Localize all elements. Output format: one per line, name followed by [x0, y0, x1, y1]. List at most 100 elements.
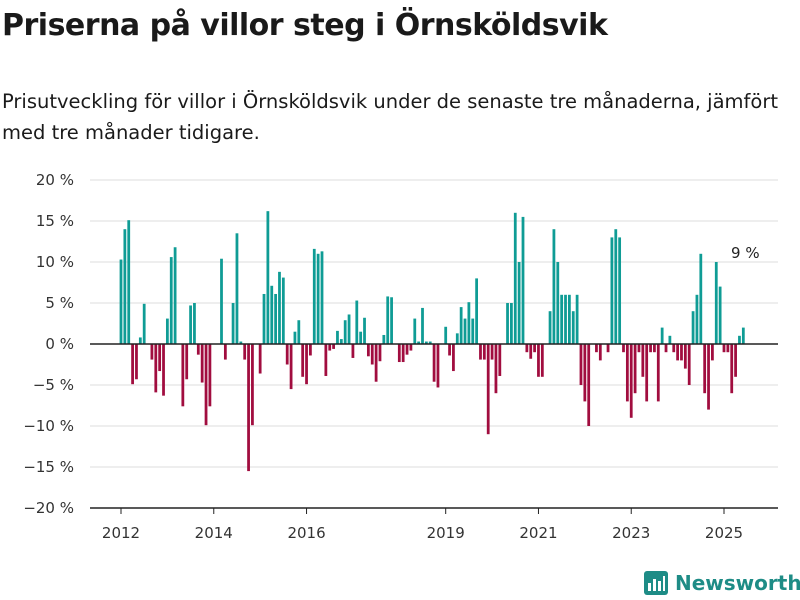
- chart-subtitle: Prisutveckling för villor i Örnsköldsvik…: [2, 90, 778, 144]
- bar: [467, 302, 471, 344]
- brand-name: Newsworthy: [675, 571, 800, 595]
- newsworthy-logo-icon: [644, 571, 668, 595]
- y-tick-label: 15 %: [36, 212, 74, 230]
- bar: [428, 341, 432, 344]
- bar: [150, 344, 154, 360]
- bar: [266, 211, 270, 344]
- bar: [417, 341, 421, 344]
- bar: [722, 344, 726, 353]
- bar: [625, 344, 629, 402]
- bar: [421, 307, 424, 344]
- bar: [223, 344, 227, 360]
- bar: [711, 344, 714, 361]
- bar: [370, 344, 374, 365]
- bar: [169, 257, 173, 344]
- bar: [382, 334, 386, 344]
- bar: [386, 296, 390, 344]
- bar: [293, 331, 297, 344]
- bar: [220, 258, 223, 344]
- bar: [459, 307, 463, 344]
- bar: [583, 344, 587, 402]
- bar: [490, 344, 494, 360]
- bar: [525, 344, 529, 353]
- bar: [436, 344, 440, 388]
- bar: [606, 344, 610, 353]
- bar: [494, 344, 498, 394]
- bar: [208, 344, 212, 407]
- bar: [660, 327, 664, 344]
- bar: [189, 305, 192, 344]
- bar: [154, 344, 158, 393]
- bar: [316, 253, 320, 344]
- bar: [614, 229, 618, 344]
- bar: [413, 318, 417, 344]
- x-axis-ticks: 2012 2014 2016 2019 2021 2023 2025: [102, 508, 743, 542]
- bar: [641, 344, 645, 377]
- bar: [741, 327, 745, 344]
- bar: [131, 344, 134, 385]
- bar: [243, 344, 247, 360]
- bars: [119, 211, 745, 472]
- bar: [587, 344, 591, 426]
- bar: [471, 318, 475, 344]
- bar: [537, 344, 540, 377]
- bar: [347, 314, 351, 344]
- bar: [703, 344, 707, 394]
- bar: [730, 344, 734, 394]
- bar: [579, 344, 583, 385]
- bar: [595, 344, 598, 353]
- bar: [158, 344, 162, 372]
- grid-lines: [90, 179, 778, 468]
- bar: [571, 311, 575, 344]
- bar: [135, 344, 138, 380]
- bar: [401, 344, 405, 363]
- bar: [714, 262, 718, 344]
- y-tick-label: −10 %: [23, 417, 74, 435]
- x-tick-label: 2012: [102, 524, 140, 542]
- bar: [479, 344, 482, 360]
- bar: [510, 303, 513, 344]
- bar: [366, 344, 370, 357]
- bar: [734, 344, 737, 377]
- bar: [552, 229, 556, 344]
- bar: [270, 285, 274, 344]
- bar: [351, 344, 355, 358]
- bar: [127, 220, 131, 344]
- bar: [181, 344, 185, 407]
- bar: [305, 344, 308, 385]
- bar: [718, 286, 722, 344]
- bar: [258, 344, 262, 374]
- bar: [231, 303, 235, 344]
- bar: [672, 344, 676, 353]
- y-tick-label: −20 %: [23, 499, 74, 517]
- bar: [119, 259, 123, 344]
- bar: [397, 344, 401, 363]
- bar: [633, 344, 637, 394]
- bar: [656, 344, 660, 402]
- bar: [405, 344, 409, 355]
- bar: [193, 303, 196, 344]
- bar: [676, 344, 679, 361]
- bar: [598, 344, 602, 361]
- bar: [498, 344, 502, 376]
- bar: [482, 344, 486, 360]
- bar: [664, 344, 668, 353]
- y-tick-label: 5 %: [45, 294, 74, 312]
- bar: [165, 318, 169, 344]
- bar: [448, 344, 451, 356]
- bar: [653, 344, 656, 353]
- y-tick-label: 10 %: [36, 253, 74, 271]
- bar: [363, 317, 366, 344]
- newsworthy-brand[interactable]: Newsworthy: [644, 568, 800, 598]
- last-value-annotation: 9 %: [731, 244, 760, 262]
- bar: [486, 344, 490, 435]
- bar: [691, 311, 695, 344]
- bar: [699, 253, 703, 344]
- bar: [618, 237, 622, 344]
- bar: [359, 331, 363, 344]
- bar: [390, 297, 393, 344]
- bar: [332, 344, 335, 349]
- x-tick-label: 2016: [287, 524, 325, 542]
- y-axis-tick-labels: 20 % 15 % 10 % 5 % 0 % −5 % −10 % −15 % −20 %: [23, 171, 74, 517]
